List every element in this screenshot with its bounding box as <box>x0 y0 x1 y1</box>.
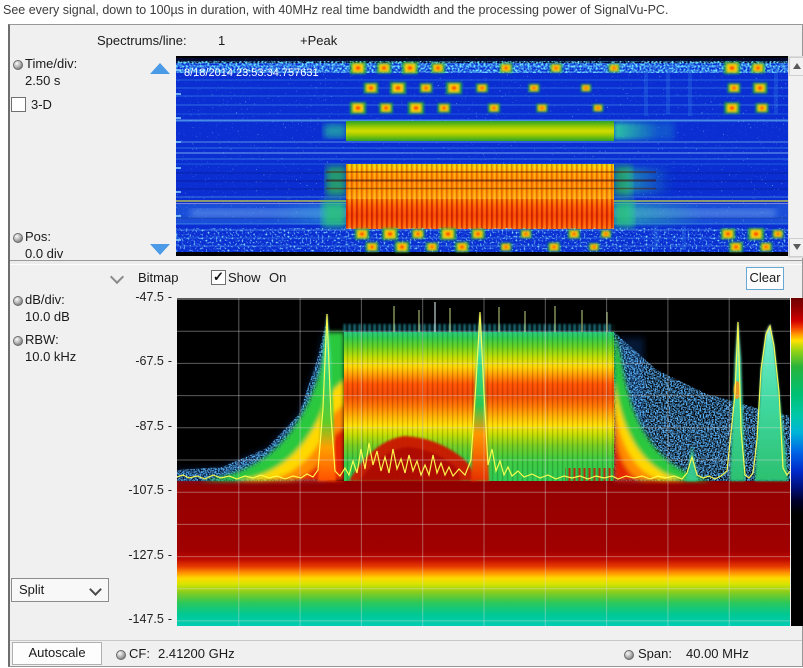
bitmap-spectrum-display[interactable] <box>177 298 790 626</box>
spectrogram-bottom-marker[interactable] <box>150 244 170 255</box>
time-per-div-label: Time/div: <box>25 56 78 71</box>
status-divider <box>10 640 802 641</box>
y-axis-tick: -67.5- <box>135 354 172 368</box>
cf-label: CF: <box>129 646 150 661</box>
adjust-knob-icon <box>13 336 23 346</box>
three-d-label[interactable]: 3-D <box>31 97 52 112</box>
show-label[interactable]: Show <box>228 270 261 285</box>
detector-selector[interactable]: +Peak <box>300 33 338 48</box>
y-axis-tick: -127.5- <box>128 548 172 562</box>
y-axis-tick: -47.5- <box>135 290 172 304</box>
three-d-checkbox[interactable] <box>11 97 26 112</box>
db-per-div-value[interactable]: 10.0 dB <box>25 309 70 324</box>
spectrogram-art: 8/18/2014 23:53:34.757631 <box>176 58 788 254</box>
adjust-knob-icon <box>624 650 634 660</box>
panel-divider <box>10 260 802 265</box>
grid <box>177 298 790 626</box>
scroll-down-button[interactable] <box>789 238 803 257</box>
pos-label: Pos: <box>25 229 52 244</box>
trace-line <box>177 311 790 480</box>
y-axis-tick: -107.5- <box>128 483 172 497</box>
spectrogram-top-marker[interactable] <box>150 63 170 74</box>
y-axis-tick: -87.5- <box>135 419 172 433</box>
spectrums-per-line-label: Spectrums/line: <box>97 33 187 48</box>
pos-value[interactable]: 0.0 div <box>25 246 64 261</box>
spectrogram-timestamp: 8/18/2014 23:53:34.757631 <box>184 67 319 79</box>
db-per-div-label: dB/div: <box>25 292 65 307</box>
split-view-dropdown[interactable]: Split <box>11 578 109 602</box>
chevron-down-icon <box>793 244 801 250</box>
adjust-knob-icon <box>13 60 23 70</box>
spectrogram-scrollbar[interactable] <box>788 56 803 258</box>
bitmap-art <box>177 298 790 626</box>
check-icon: ✓ <box>213 269 224 284</box>
signalvu-window: Spectrums/line: 1 +Peak Time/div: 2.50 s… <box>8 24 803 667</box>
rbw-label: RBW: <box>25 332 59 347</box>
span-value[interactable]: 40.00 MHz <box>686 646 749 661</box>
adjust-knob-icon <box>116 650 126 660</box>
clear-button[interactable]: Clear <box>746 267 784 290</box>
caption: See every signal, down to 100µs in durat… <box>3 3 669 17</box>
chevron-down-icon <box>89 583 102 596</box>
chevron-up-icon <box>793 63 801 69</box>
span-label: Span: <box>638 646 672 661</box>
spectrums-per-line-value[interactable]: 1 <box>218 33 226 48</box>
show-checkbox[interactable]: ✓ <box>211 270 226 285</box>
spectrogram-display[interactable]: 8/18/2014 23:53:34.757631 <box>176 56 788 256</box>
bitmap-section-label: Bitmap <box>138 270 179 285</box>
scroll-up-button[interactable] <box>789 57 803 76</box>
autoscale-button[interactable]: Autoscale <box>12 642 102 665</box>
noise-floor <box>177 481 790 626</box>
y-axis-tick: -147.5- <box>128 612 172 626</box>
rbw-value[interactable]: 10.0 kHz <box>25 349 77 364</box>
on-label: On <box>269 270 287 285</box>
persistence-color-legend <box>791 298 803 626</box>
cf-value[interactable]: 2.41200 GHz <box>158 646 235 661</box>
adjust-knob-icon <box>13 233 23 243</box>
time-per-div-value[interactable]: 2.50 s <box>25 73 61 88</box>
collapse-chevron-icon[interactable] <box>109 269 125 285</box>
split-view-value: Split <box>19 582 45 597</box>
adjust-knob-icon <box>13 296 23 306</box>
